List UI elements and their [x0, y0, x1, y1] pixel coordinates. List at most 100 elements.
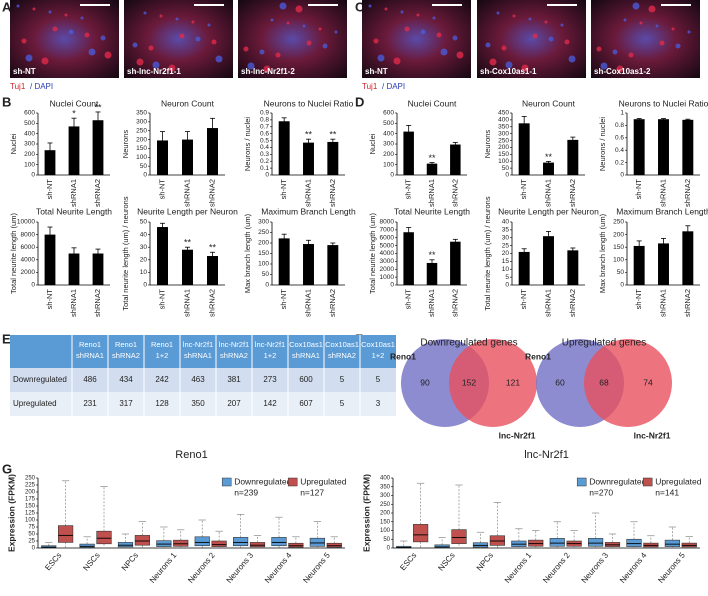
- table-header: Reno1: [151, 340, 173, 349]
- cell: [279, 2, 287, 10]
- y-axis-label: Total neurite length (um): [368, 213, 377, 294]
- venn-count: 74: [643, 377, 653, 387]
- x-tick-label: shRNA2: [568, 289, 577, 317]
- table-cell: 381: [227, 375, 241, 384]
- table-header: Cox10as1: [361, 340, 395, 349]
- x-tick-label: shRNA2: [207, 289, 216, 317]
- bar: [182, 139, 193, 175]
- y-tick-label: 20: [502, 250, 510, 257]
- cell: [48, 10, 52, 14]
- y-tick-label: 25: [502, 242, 510, 249]
- x-tick-label: Neurons 4: [618, 550, 649, 584]
- y-tick-label: 0.2: [615, 159, 624, 166]
- panel-letter: G: [2, 461, 12, 476]
- x-tick-label: shRNA2: [683, 289, 692, 317]
- micrograph: [477, 0, 586, 78]
- stain-label: / DAPI: [30, 82, 53, 91]
- cell: [628, 52, 634, 58]
- significance: **: [428, 153, 436, 163]
- panel-letter: C: [355, 0, 365, 14]
- x-tick-label: Neurons 4: [263, 550, 294, 584]
- cell: [263, 65, 271, 73]
- chart-title: Nuclei Count: [408, 98, 457, 108]
- x-tick-label: ESCs: [43, 551, 63, 572]
- x-tick-label: shRNA2: [683, 179, 692, 207]
- box: [288, 542, 304, 548]
- significance: **: [329, 130, 337, 140]
- cell: [306, 40, 312, 46]
- cell: [659, 40, 665, 46]
- y-tick-label: 10: [140, 269, 148, 276]
- bar: [92, 253, 104, 285]
- cell: [88, 48, 96, 56]
- venn-right-label: lnc-Nr2f1: [499, 430, 536, 440]
- x-tick-label: shRNA2: [207, 179, 216, 207]
- significance: **: [209, 243, 217, 253]
- cell: [16, 4, 20, 8]
- x-tick-label: Neurons 5: [656, 550, 687, 584]
- significance: **: [184, 238, 192, 248]
- y-tick-label: 200: [613, 231, 624, 238]
- cell: [671, 27, 675, 31]
- y-tick-label: 200: [380, 511, 391, 517]
- cell: [207, 23, 211, 27]
- significance: **: [428, 250, 436, 260]
- y-tick-label: 0: [265, 172, 269, 179]
- cell: [512, 14, 516, 18]
- table-cell: 463: [191, 375, 205, 384]
- y-tick-label: 1000: [380, 274, 395, 281]
- box: [117, 542, 134, 548]
- table-header: shRNA2: [220, 351, 248, 360]
- y-axis-label: Total neurite length (um): [9, 213, 18, 294]
- chart-title: Reno1: [175, 449, 207, 461]
- legend-swatch: [642, 477, 653, 487]
- bar: [182, 249, 193, 285]
- y-tick-label: 50: [502, 165, 510, 172]
- cell: [175, 17, 179, 21]
- table-header: lnc-Nr2f1: [255, 340, 285, 349]
- box: [96, 530, 112, 545]
- cell: [64, 13, 68, 17]
- table-cell: 350: [191, 399, 205, 408]
- legend-n: n=127: [300, 487, 324, 497]
- y-tick-label: 300: [383, 141, 394, 148]
- y-tick-label: 300: [24, 141, 35, 148]
- table-header: 1+2: [264, 351, 277, 360]
- legend-label: Upregulated: [655, 476, 702, 486]
- y-tick-label: 100: [258, 261, 269, 268]
- y-tick-label: 500: [383, 120, 394, 127]
- significance: **: [305, 130, 313, 140]
- y-tick-label: 0: [143, 172, 147, 179]
- y-tick-label: 225: [25, 483, 36, 489]
- cell: [612, 49, 618, 55]
- bar: [426, 262, 438, 285]
- y-tick-label: 150: [25, 504, 36, 510]
- cell: [501, 45, 507, 51]
- cell: [675, 43, 681, 49]
- cell: [152, 61, 160, 69]
- bar: [543, 236, 554, 285]
- cell: [247, 62, 255, 70]
- cell: [416, 13, 420, 17]
- venn-right: [584, 339, 672, 427]
- table-row-bg: [10, 392, 396, 416]
- cell: [564, 39, 570, 45]
- box: [413, 524, 429, 543]
- y-tick-label: 7000: [380, 227, 395, 234]
- y-tick-label: 15: [502, 258, 510, 265]
- cell: [452, 35, 458, 41]
- y-tick-label: 100: [498, 158, 509, 165]
- bar: [543, 162, 554, 175]
- bar: [327, 245, 339, 285]
- y-tick-label: 350: [136, 110, 147, 117]
- bar: [278, 238, 290, 285]
- table-cell: 3: [376, 399, 381, 408]
- y-tick-label: 0.7: [260, 123, 269, 130]
- chart-title: Neurons to Nuclei Ratio: [619, 98, 708, 108]
- image-label: sh-lnc-Nr2f1-2: [241, 67, 295, 76]
- y-tick-label: 0: [620, 282, 624, 289]
- cell: [544, 20, 548, 24]
- venn-count: 60: [555, 377, 565, 387]
- y-tick-label: 20: [140, 257, 148, 264]
- bar: [682, 231, 694, 285]
